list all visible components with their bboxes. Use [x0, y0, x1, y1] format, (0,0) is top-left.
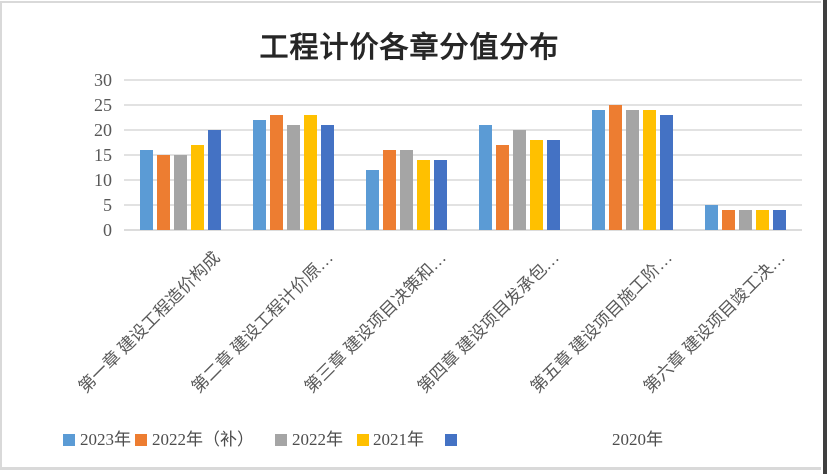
legend-swatch-2022年 [275, 434, 287, 446]
bar-2022年-cat1 [174, 155, 187, 230]
legend-swatch-2022年（补） [135, 434, 147, 446]
bar-2021年-cat3 [417, 160, 430, 230]
bar-2022年-cat6 [739, 210, 752, 230]
bar-2020年-cat1 [208, 130, 221, 230]
y-tick-label: 20 [94, 120, 112, 140]
legend-label-2023年: 2023年 [80, 430, 131, 449]
y-tick-label: 10 [94, 170, 112, 190]
bar-2020年-cat6 [773, 210, 786, 230]
bar-2021年-cat2 [304, 115, 317, 230]
bar-2022年-cat5 [626, 110, 639, 230]
y-tick-label: 30 [94, 70, 112, 90]
bar-2020年-cat3 [434, 160, 447, 230]
bar-2021年-cat4 [530, 140, 543, 230]
bar-2022年（补）-cat3 [383, 150, 396, 230]
bar-2023年-cat5 [592, 110, 605, 230]
legend-swatch-2021年 [357, 434, 369, 446]
bar-2020年-cat5 [660, 115, 673, 230]
bar-2023年-cat1 [140, 150, 153, 230]
bar-2022年-cat2 [287, 125, 300, 230]
y-tick-label: 25 [94, 95, 112, 115]
bar-2022年（补）-cat1 [157, 155, 170, 230]
bar-2021年-cat6 [756, 210, 769, 230]
bar-2022年-cat4 [513, 130, 526, 230]
bar-2022年（补）-cat6 [722, 210, 735, 230]
legend-swatch-2020年 [445, 434, 457, 446]
window-right-edge [823, 0, 827, 474]
bar-2020年-cat2 [321, 125, 334, 230]
bar-2022年（补）-cat4 [496, 145, 509, 230]
bar-2021年-cat1 [191, 145, 204, 230]
legend-label-2022年: 2022年 [292, 430, 343, 449]
bar-2022年（补）-cat2 [270, 115, 283, 230]
gridline [124, 129, 802, 131]
x-axis-line [124, 229, 802, 231]
chart-border-top [0, 1, 821, 3]
bar-2021年-cat5 [643, 110, 656, 230]
legend-label-2021年: 2021年 [373, 430, 424, 449]
y-tick-label: 5 [103, 195, 112, 215]
bar-2022年-cat3 [400, 150, 413, 230]
bar-2023年-cat2 [253, 120, 266, 230]
bar-2023年-cat3 [366, 170, 379, 230]
legend-label-2022年（补）: 2022年（补） [152, 430, 254, 449]
gridline [124, 79, 802, 81]
gridline [124, 179, 802, 181]
chart-title: 工程计价各章分值分布 [259, 32, 560, 64]
bar-2020年-cat4 [547, 140, 560, 230]
chart-border-left [0, 1, 2, 470]
gridline [124, 104, 802, 106]
bar-2022年（补）-cat5 [609, 105, 622, 230]
bar-2023年-cat4 [479, 125, 492, 230]
gridline [124, 204, 802, 206]
y-tick-label: 15 [94, 145, 112, 165]
legend-swatch-2023年 [63, 434, 75, 446]
chart-border-bottom [0, 467, 821, 470]
legend-label-2020年: 2020年 [612, 430, 663, 449]
y-tick-label: 0 [103, 220, 112, 240]
bar-2023年-cat6 [705, 205, 718, 230]
gridline [124, 154, 802, 156]
